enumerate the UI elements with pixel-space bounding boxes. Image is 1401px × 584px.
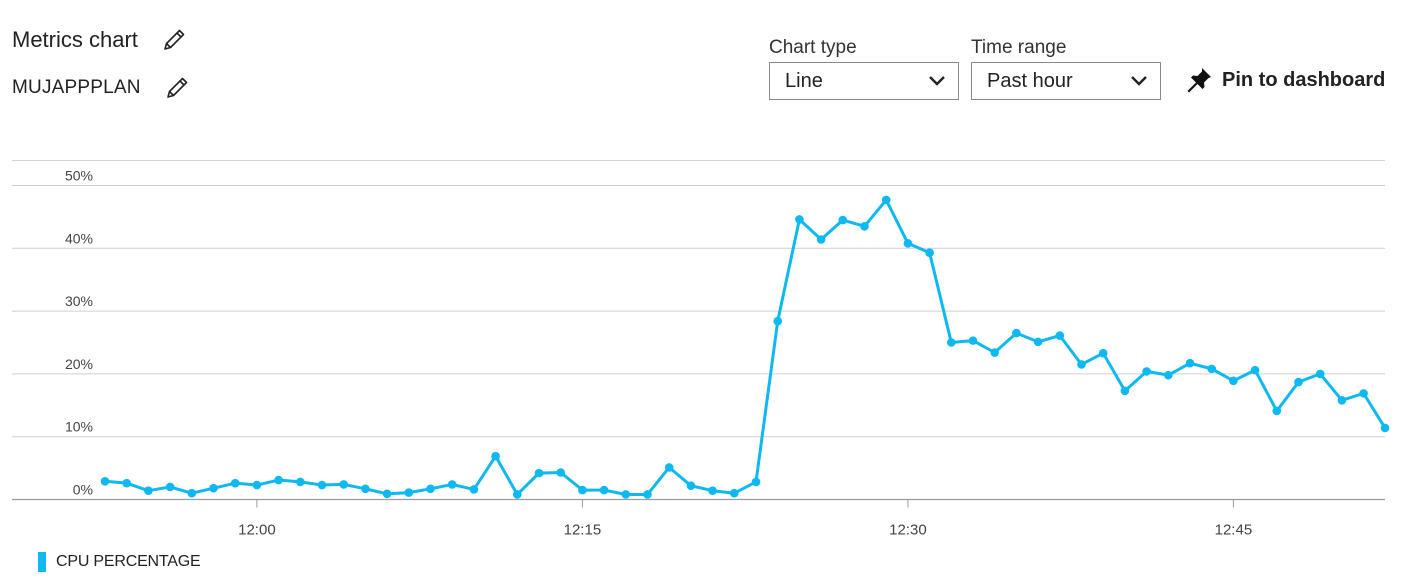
y-tick-label: 10% xyxy=(65,419,93,435)
data-point xyxy=(816,235,826,244)
data-point xyxy=(100,476,110,486)
data-point xyxy=(968,336,978,345)
data-point xyxy=(361,484,370,494)
data-point xyxy=(1315,369,1325,379)
time-range-label: Time range xyxy=(971,37,1067,58)
chevron-down-icon xyxy=(1130,75,1148,87)
chart-title-row: Metrics chart xyxy=(12,26,188,54)
data-point xyxy=(1337,395,1347,405)
data-point xyxy=(1380,423,1390,433)
series-line-cpu xyxy=(104,198,1387,496)
data-point xyxy=(317,480,327,490)
data-point xyxy=(187,488,197,498)
time-range-select[interactable]: Past hour xyxy=(971,62,1161,100)
chart-title: Metrics chart xyxy=(12,27,138,52)
data-point xyxy=(838,215,848,225)
data-point xyxy=(491,451,500,461)
cpu-line-chart: 0% 10% 20% 30% 40% 50% 12:00 12:15 12:30 12:45 xyxy=(12,160,1390,539)
series-layer xyxy=(100,195,1390,499)
x-tick-label: 12:45 xyxy=(1215,522,1253,539)
data-point xyxy=(534,468,544,478)
data-point xyxy=(252,480,262,490)
legend-swatch xyxy=(38,552,46,572)
chevron-down-icon xyxy=(928,75,946,87)
time-range-value: Past hour xyxy=(987,69,1073,92)
data-point xyxy=(947,338,956,347)
data-point xyxy=(1120,386,1130,396)
y-tick-label: 30% xyxy=(65,293,93,309)
data-point xyxy=(144,486,153,496)
chart-type-select[interactable]: Line xyxy=(769,62,959,100)
data-point xyxy=(686,481,696,490)
legend[interactable]: CPU PERCENTAGE xyxy=(38,552,201,572)
data-point xyxy=(1272,406,1282,416)
data-point xyxy=(925,248,934,257)
data-point xyxy=(165,482,175,492)
y-tick-label: 20% xyxy=(65,356,93,372)
pencil-icon[interactable] xyxy=(163,74,191,102)
data-point xyxy=(990,348,999,357)
data-point xyxy=(1294,377,1303,387)
data-point xyxy=(1207,364,1216,374)
data-point xyxy=(664,463,674,472)
chart-type-value: Line xyxy=(785,69,823,92)
data-point xyxy=(1185,358,1195,368)
grid xyxy=(12,160,1385,501)
data-point xyxy=(1098,348,1108,358)
data-point xyxy=(469,485,479,494)
x-tick-label: 12:30 xyxy=(889,522,927,539)
data-point xyxy=(730,488,739,498)
chart-type-label: Chart type xyxy=(769,37,857,58)
data-point xyxy=(751,477,761,487)
data-point xyxy=(1164,370,1173,380)
x-tick-label: 12:00 xyxy=(238,522,276,539)
y-tick-label: 0% xyxy=(73,482,93,498)
resource-name: MUJAPPPLAN xyxy=(12,77,141,98)
data-point xyxy=(903,238,913,248)
y-tick-label: 50% xyxy=(65,168,93,184)
data-point xyxy=(860,222,869,231)
data-point xyxy=(578,485,587,495)
x-tick-label: 12:15 xyxy=(564,522,602,539)
y-tick-label: 40% xyxy=(65,230,93,246)
x-axis-ticks: 12:00 12:15 12:30 12:45 xyxy=(238,499,1253,539)
pin-to-dashboard-button[interactable]: Pin to dashboard xyxy=(1185,66,1385,94)
data-point xyxy=(1250,365,1260,375)
data-point xyxy=(1033,337,1043,347)
data-point xyxy=(1055,331,1065,340)
data-point xyxy=(1077,360,1086,369)
data-point xyxy=(230,478,240,488)
data-point xyxy=(881,195,891,205)
data-point xyxy=(209,483,218,493)
data-point xyxy=(708,486,717,496)
pencil-icon[interactable] xyxy=(160,26,188,54)
data-point xyxy=(556,468,565,477)
data-point xyxy=(621,490,631,499)
resource-name-row: MUJAPPPLAN xyxy=(12,74,191,102)
data-point xyxy=(643,490,652,499)
legend-label: CPU PERCENTAGE xyxy=(56,553,201,570)
pin-label: Pin to dashboard xyxy=(1222,68,1386,91)
data-point xyxy=(1359,389,1368,398)
data-point xyxy=(1012,328,1021,338)
data-point xyxy=(339,480,349,489)
data-point xyxy=(274,475,283,485)
data-point xyxy=(447,480,457,489)
data-point xyxy=(1142,367,1151,376)
y-axis-ticks: 0% 10% 20% 30% 40% 50% xyxy=(65,168,93,498)
data-point xyxy=(773,316,782,326)
data-point xyxy=(382,489,392,499)
pin-icon xyxy=(1187,68,1211,93)
data-point xyxy=(599,485,609,495)
data-point xyxy=(795,215,804,224)
data-point xyxy=(1229,376,1238,386)
data-point xyxy=(426,484,435,494)
data-point xyxy=(513,490,522,499)
data-point xyxy=(296,477,305,487)
data-point xyxy=(122,478,131,488)
data-point xyxy=(404,488,414,497)
